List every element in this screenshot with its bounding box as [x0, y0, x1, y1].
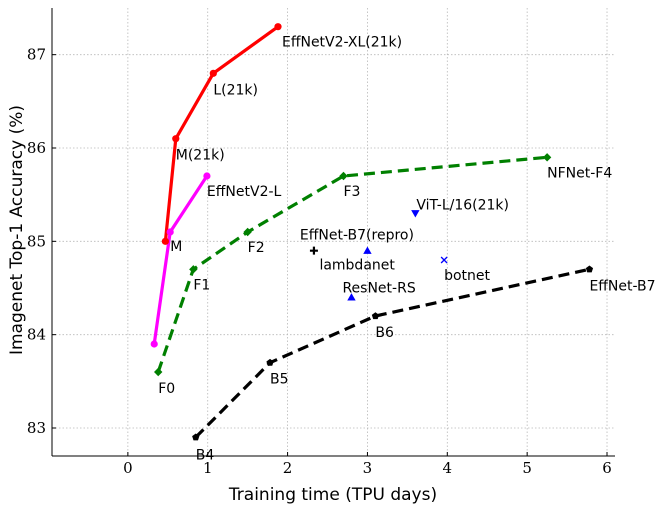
- label-nfnet-f4: NFNet-F4: [547, 165, 612, 181]
- pentagon-marker: [266, 358, 274, 366]
- circle-marker: [172, 135, 180, 143]
- circle-marker: [150, 340, 158, 348]
- data-markers: [150, 23, 594, 441]
- label-f1: F1: [193, 277, 210, 293]
- label-lambdanet: lambdanet: [319, 258, 395, 274]
- label-resnet-rs: ResNet-RS: [342, 280, 415, 296]
- series-line-4: [194, 267, 590, 439]
- series-line-1: [163, 25, 279, 242]
- circle-marker: [209, 69, 217, 77]
- x-tick-label: 2: [283, 459, 293, 477]
- label-effnet-b7: EffNet-B7: [589, 278, 655, 294]
- series-line-2: [152, 175, 209, 345]
- triangle-down-marker: [411, 210, 420, 218]
- y-axis-title: Imagenet Top-1 Accuracy (%): [7, 105, 27, 355]
- y-tick-label: 86: [27, 139, 46, 157]
- x-axis-title: Training time (TPU days): [228, 485, 437, 505]
- y-tick-label: 84: [27, 326, 46, 344]
- label-botnet: botnet: [444, 268, 490, 284]
- triangle-up-marker: [363, 246, 372, 254]
- x-tick-label: 0: [123, 459, 133, 477]
- x-tick-label: 1: [203, 459, 213, 477]
- circle-marker: [161, 237, 169, 245]
- x-marker: [440, 256, 448, 264]
- label-b4: B4: [196, 447, 215, 463]
- circle-marker: [166, 228, 174, 236]
- label-effnetv2-xl-21k: EffNetV2-XL(21k): [282, 35, 402, 51]
- label-vit-l-16-21k: ViT-L/16(21k): [416, 197, 509, 213]
- plus-marker: [309, 246, 318, 255]
- label-b5: B5: [270, 372, 289, 388]
- axes: [51, 8, 615, 457]
- diamond-marker: [339, 171, 348, 181]
- pentagon-marker: [192, 433, 200, 441]
- circle-marker: [274, 23, 282, 31]
- x-tick-label: 3: [363, 459, 373, 477]
- x-tick-labels: 0 1 2 3 4 5 6: [123, 459, 612, 477]
- triangle-up-marker: [347, 293, 356, 301]
- y-tick-labels: 83 84 85 86 87: [27, 46, 46, 437]
- x-tick-label: 5: [522, 459, 532, 477]
- label-effnet-b7-repro: EffNet-B7(repro): [300, 228, 414, 244]
- pentagon-marker: [585, 265, 594, 273]
- diamond-marker: [542, 153, 552, 162]
- label-b6: B6: [375, 325, 394, 341]
- diamond-marker: [243, 227, 252, 237]
- diamond-marker: [189, 265, 198, 274]
- label-f2: F2: [248, 240, 265, 256]
- label-f0: F0: [158, 381, 175, 397]
- label-effnetv2-l: EffNetV2-L: [207, 184, 282, 200]
- circle-marker: [203, 172, 211, 180]
- point-labels: M(21k) L(21k) EffNetV2-XL(21k) M EffNetV2-L F…: [158, 35, 655, 464]
- diamond-marker: [154, 367, 163, 377]
- label-m: M: [170, 239, 182, 255]
- x-tick-label: 4: [443, 459, 453, 477]
- label-f3: F3: [343, 184, 360, 200]
- y-tick-label: 83: [27, 419, 46, 437]
- pentagon-marker: [371, 312, 380, 320]
- label-l-21k: L(21k): [213, 82, 258, 98]
- label-m-21k: M(21k): [176, 148, 225, 164]
- x-tick-label: 6: [602, 459, 612, 477]
- y-tick-label: 87: [27, 46, 46, 64]
- y-tick-label: 85: [27, 232, 46, 250]
